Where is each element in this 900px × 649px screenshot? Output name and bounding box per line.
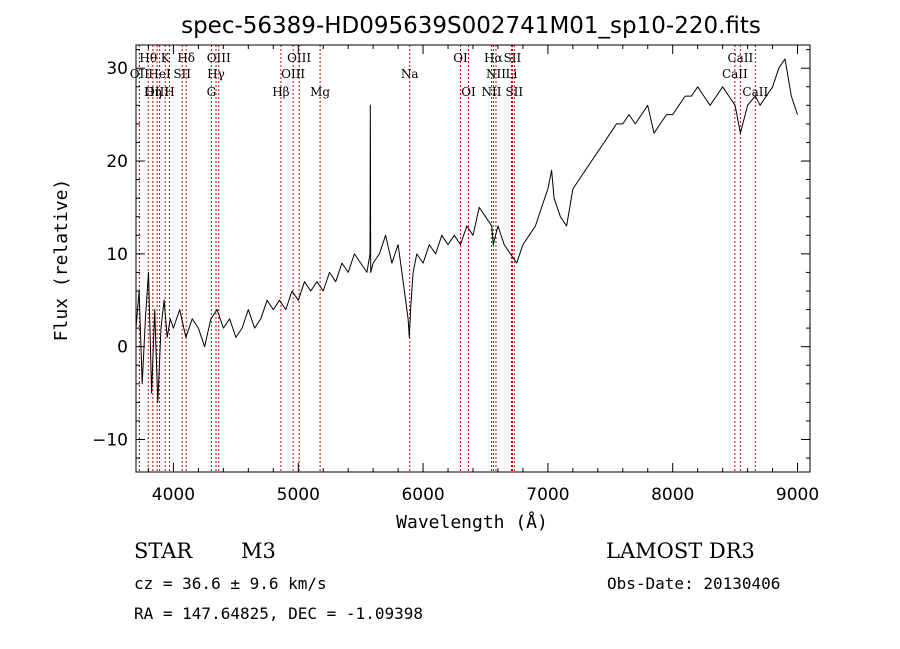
spectral-line-label: NII <box>481 85 501 99</box>
spectral-line-label: SII <box>173 67 191 81</box>
object-class: STAR <box>134 539 193 563</box>
spectral-line-label: H <box>164 85 174 99</box>
y-tick-label: 0 <box>117 338 128 358</box>
spectral-line-label: K <box>161 51 171 65</box>
coordinates: RA = 147.64825, DEC = -1.09398 <box>134 604 423 623</box>
spectral-line-label: OII <box>130 67 150 81</box>
spectral-line-label: SII <box>504 51 522 65</box>
spectral-line-label: OI <box>461 85 476 99</box>
spectral-line-labels: Hθ OII OIII K HeI Hη SII H Hδ OIII Hγ G OIII OIII Hβ Mg… <box>130 51 769 99</box>
redshift-value: cz = 36.6 ± 9.6 km/s <box>134 574 327 593</box>
plot-frame <box>135 44 811 473</box>
spectral-line-label: HeI <box>148 67 171 81</box>
spectral-line-label: OIII <box>281 67 305 81</box>
spectral-line-label: Hη <box>144 85 162 99</box>
spectral-lines-layer <box>138 45 756 472</box>
spectral-line-label: Li <box>506 67 518 81</box>
axes: 4000 5000 6000 7000 8000 9000 −10 0 10 20 30 <box>92 44 819 505</box>
spectral-line-label: Hβ <box>272 85 289 99</box>
x-tick-label: 8000 <box>651 485 694 505</box>
y-tick-label: 30 <box>106 59 128 79</box>
chart-title: spec-56389-HD095639S002741M01_sp10-220.f… <box>181 13 761 39</box>
y-axis-label: Flux (relative) <box>51 179 72 342</box>
spectral-line-label: OIII <box>145 85 169 99</box>
y-tick-label: −10 <box>92 431 128 451</box>
spectral-line-label: OIII <box>287 51 311 65</box>
spectrum-trace-layer <box>135 58 798 403</box>
spectral-line-label: NII <box>486 67 506 81</box>
spectral-line-label: SII <box>505 85 523 99</box>
spectral-line-label: Hα <box>484 51 503 65</box>
x-tick-label: 4000 <box>152 485 195 505</box>
x-axis-label: Wavelength (Å) <box>396 511 548 533</box>
object-subclass: M3 <box>241 539 276 563</box>
spectral-line-label: OIII <box>207 51 231 65</box>
survey-name: LAMOST DR3 <box>606 539 755 563</box>
observation-date: Obs-Date: 20130406 <box>607 574 780 593</box>
spectral-line-label: Mg <box>310 85 330 99</box>
y-tick-label: 10 <box>106 245 128 265</box>
y-tick-label: 20 <box>106 152 128 172</box>
spectral-line-label: OI <box>453 51 468 65</box>
spectral-line-label: CaII <box>742 85 768 99</box>
spectral-line-label: Na <box>401 67 419 81</box>
spectral-line-label: Hθ <box>139 51 157 65</box>
spectral-line-label: Hγ <box>207 67 225 81</box>
x-tick-label: 6000 <box>401 485 444 505</box>
spectral-line-label: CaII <box>727 51 753 65</box>
x-tick-label: 7000 <box>526 485 569 505</box>
spectral-line-label: G <box>207 85 217 99</box>
x-tick-label: 5000 <box>277 485 320 505</box>
spectrum-trace <box>135 58 798 403</box>
spectral-line-label: CaII <box>722 67 748 81</box>
spectral-line-label: Hδ <box>177 51 195 65</box>
x-tick-label: 9000 <box>776 485 819 505</box>
